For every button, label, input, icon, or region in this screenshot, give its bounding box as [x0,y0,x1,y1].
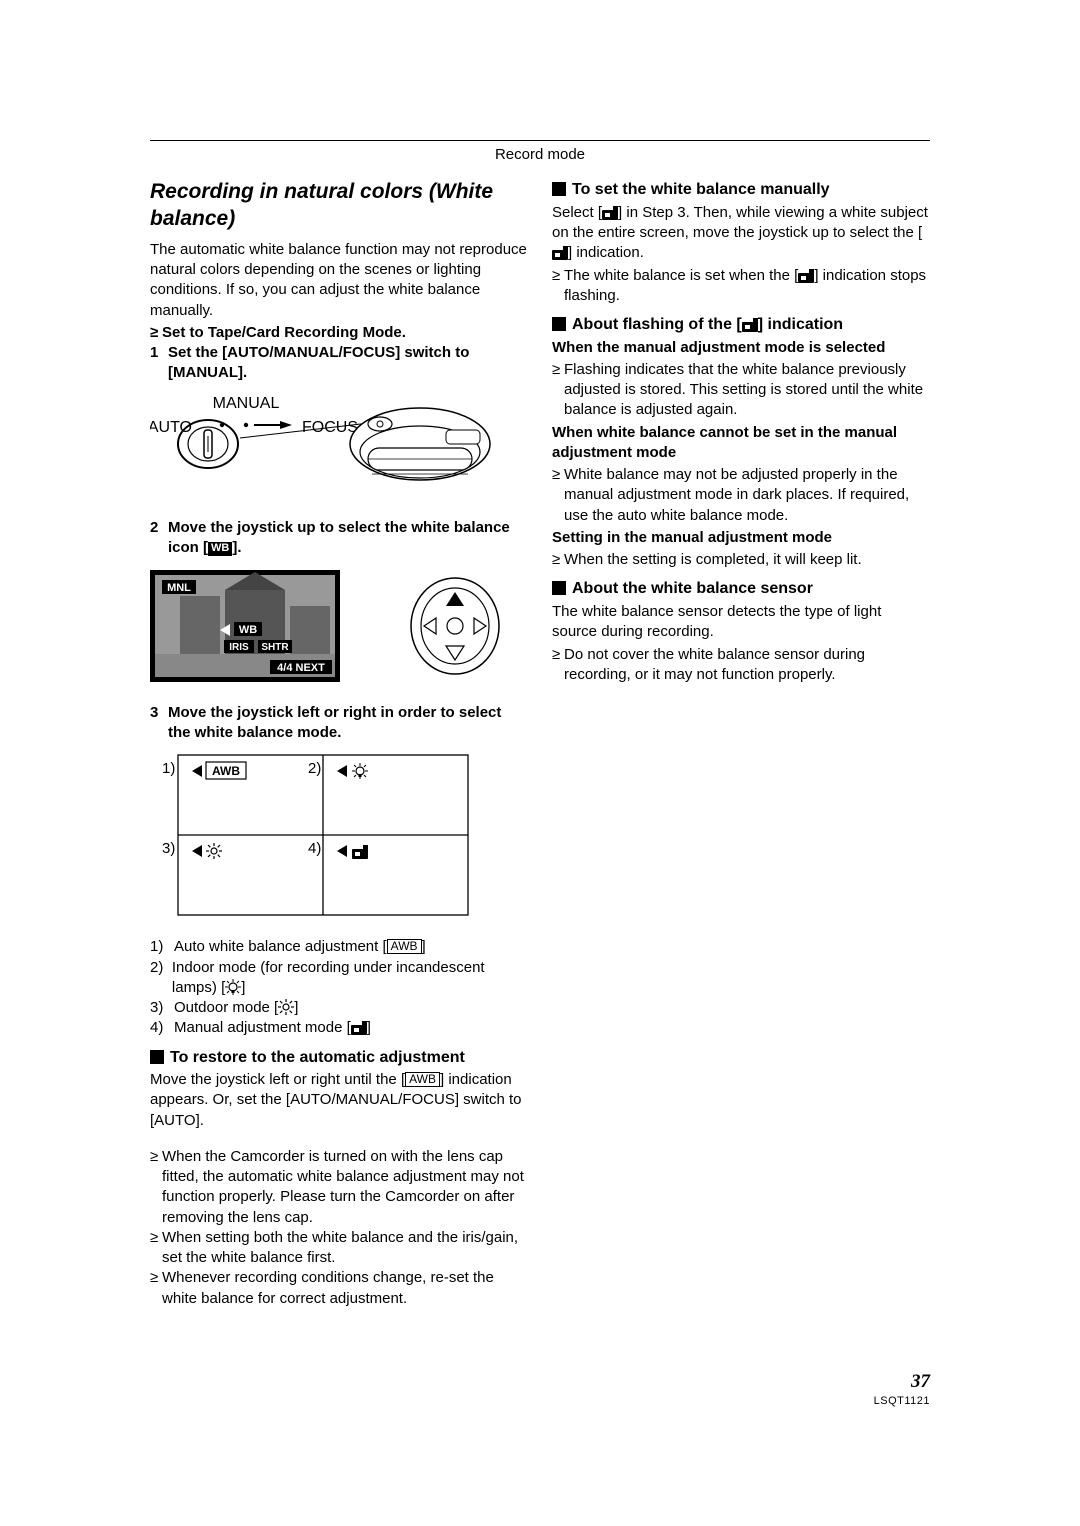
sensor-heading: About the white balance sensor [552,578,930,600]
svg-text:4/4 NEXT: 4/4 NEXT [277,662,325,674]
top-rule [150,140,930,141]
manual-wb-icon [351,1019,367,1035]
mode2-num: 2) [150,958,172,999]
step3-number: 3 [150,703,168,744]
label-manual: MANUAL [213,395,280,412]
doc-code: LSQT1121 [150,1394,930,1409]
flash-sub2: When white balance cannot be set in the … [552,423,930,464]
svg-text:SHTR: SHTR [261,642,289,653]
flash-sub3: Setting in the manual adjustment mode [552,528,930,548]
page-number: 37 [150,1369,930,1395]
mode2-text: Indoor mode (for recording under incande… [172,958,528,999]
sensor-text: The white balance sensor detects the typ… [552,602,930,643]
mode3-text: Outdoor mode [] [174,998,298,1018]
awb-icon: AWB [405,1072,440,1087]
bullet-icon: ≥ [552,266,564,307]
bullet-icon: ≥ [150,1268,162,1309]
svg-text:4): 4) [308,840,321,857]
svg-text:IRIS: IRIS [229,642,249,653]
tip2: When setting both the white balance and … [162,1228,528,1269]
switch-camcorder-diagram: MANUAL AUTO FOCUS [150,392,528,508]
square-bullet-icon [552,317,566,331]
flash-b3: When the setting is completed, it will k… [564,550,862,570]
left-column: Recording in natural colors (White balan… [150,179,528,1309]
set-wb-heading: To set the white balance manually [552,179,930,201]
flash-b2: White balance may not be adjusted proper… [564,465,930,526]
awb-icon: AWB [387,939,422,954]
flashing-heading: About flashing of the [] indication [552,314,930,336]
right-column: To set the white balance manually Select… [552,179,930,1309]
lcd-joystick-diagram: MNL WB IRIS SHTR 4/4 NEXT [150,566,528,692]
set-mode-text: Set to Tape/Card Recording Mode. [162,323,406,343]
mode1-text: Auto white balance adjustment [AWB] [174,937,426,957]
step3-text: Move the joystick left or right in order… [168,703,528,744]
bulb-icon [225,979,241,995]
svg-text:AWB: AWB [212,764,240,778]
square-bullet-icon [552,182,566,196]
page-footer: 37 LSQT1121 [150,1369,930,1409]
sensor-bullet: Do not cover the white balance sensor du… [564,645,930,686]
manual-wb-icon [552,244,568,260]
square-bullet-icon [552,581,566,595]
mode1-num: 1) [150,937,174,957]
manual-wb-icon [798,267,814,283]
bullet-icon: ≥ [150,1147,162,1228]
bullet-icon: ≥ [150,1228,162,1269]
bullet-icon: ≥ [552,645,564,686]
manual-wb-icon [742,316,758,332]
wb-modes-grid: 1) 2) 3) 4) AWB [150,751,528,927]
step2-text: Move the joystick up to select the white… [168,518,528,559]
mode4-num: 4) [150,1018,174,1038]
restore-heading: To restore to the automatic adjustment [150,1047,528,1069]
svg-text:3): 3) [162,840,175,857]
bullet-icon: ≥ [552,360,564,421]
manual-wb-icon [602,204,618,220]
mode3-num: 3) [150,998,174,1018]
mode4-text: Manual adjustment mode [] [174,1018,371,1038]
intro-text: The automatic white balance function may… [150,240,528,321]
svg-text:1): 1) [162,760,175,777]
sun-icon [278,999,294,1015]
step2-number: 2 [150,518,168,559]
wb-icon: WB [208,542,232,556]
svg-text:WB: WB [239,624,257,636]
tip3: Whenever recording conditions change, re… [162,1268,528,1309]
flash-sub1: When the manual adjustment mode is selec… [552,338,930,358]
set-wb-bullet: The white balance is set when the [] ind… [564,266,930,307]
section-title: Recording in natural colors (White balan… [150,179,528,232]
bullet-icon: ≥ [552,550,564,570]
restore-text: Move the joystick left or right until th… [150,1070,528,1131]
bullet-icon: ≥ [552,465,564,526]
step1-number: 1 [150,343,168,384]
bullet-icon: ≥ [150,323,162,343]
step1-text: Set the [AUTO/MANUAL/FOCUS] switch to [M… [168,343,528,384]
square-bullet-icon [150,1050,164,1064]
set-wb-text: Select [] in Step 3. Then, while viewing… [552,203,930,264]
tip1: When the Camcorder is turned on with the… [162,1147,528,1228]
flash-b1: Flashing indicates that the white balanc… [564,360,930,421]
svg-text:2): 2) [308,760,321,777]
page-header: Record mode [150,145,930,165]
svg-text:MNL: MNL [167,582,191,594]
